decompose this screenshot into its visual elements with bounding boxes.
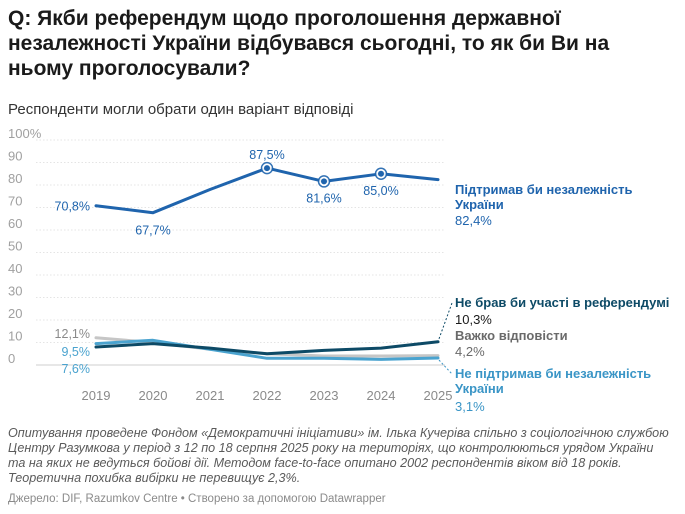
label-connector	[438, 302, 453, 339]
y-tick-label: 70	[8, 194, 22, 209]
chart-subtitle: Респонденти могли обрати один варіант ві…	[8, 101, 354, 118]
x-tick-label: 2022	[253, 388, 282, 403]
x-tick-label: 2024	[367, 388, 396, 403]
series-lines	[94, 161, 440, 361]
series-name-label: України	[455, 197, 504, 212]
gridlines: 0 10 20 30 40 50 60 70 80 90 100% 2019 2020 2021 2022 2…	[8, 126, 452, 403]
series-name-label: України	[455, 381, 504, 396]
x-tick-label: 2021	[196, 388, 225, 403]
series-name-label: Не брав би участі в референдумі	[455, 295, 669, 310]
end-value-label: 4,2%	[455, 344, 485, 359]
data-label: 12,1%	[55, 327, 90, 341]
series-name-label: Важко відповісти	[455, 328, 568, 343]
data-label: 85,0%	[363, 184, 398, 198]
data-label: 81,6%	[306, 191, 341, 205]
y-tick-label: 20	[8, 306, 22, 321]
y-tick-label: 10	[8, 329, 22, 344]
x-tick-label: 2025	[424, 388, 453, 403]
data-labels: 70,8% 67,7% 87,5% 81,6% 85,0% 12,1% 9,5% 7,6% Пі…	[55, 148, 670, 414]
y-tick-label: 90	[8, 149, 22, 164]
end-value-label: 82,4%	[455, 213, 492, 228]
series-name-label: Не підтримав би незалежність	[455, 366, 651, 381]
data-point	[264, 165, 270, 172]
x-tick-label: 2020	[139, 388, 168, 403]
y-tick-label: 80	[8, 171, 22, 186]
series-line-against	[94, 338, 440, 361]
y-tick-label: 40	[8, 261, 22, 276]
y-tick-label: 30	[8, 284, 22, 299]
label-connector	[438, 359, 453, 375]
end-value-label: 10,3%	[455, 312, 492, 327]
methodology-note: Опитування проведене Фондом «Демократичн…	[8, 426, 669, 485]
y-tick-label: 100%	[8, 126, 42, 141]
series-name-label: Підтримав би незалежність	[455, 182, 632, 197]
data-label: 9,5%	[62, 345, 91, 359]
data-label: 7,6%	[62, 362, 91, 376]
chart-title: Q: Якби референдум щодо проголошення дер…	[8, 7, 610, 80]
series-line-no_vote	[94, 340, 440, 356]
x-tick-label: 2019	[82, 388, 111, 403]
data-point	[321, 178, 327, 185]
line-chart: 0 10 20 30 40 50 60 70 80 90 100% 2019 2020 2021 2022 2…	[8, 126, 670, 414]
data-label: 70,8%	[55, 200, 90, 214]
end-value-label: 3,1%	[455, 399, 485, 414]
source-credit: Джерело: DIF, Razumkov Centre • Створено…	[8, 493, 386, 505]
data-label: 67,7%	[135, 224, 170, 238]
y-tick-label: 0	[8, 351, 15, 366]
y-tick-label: 50	[8, 239, 22, 254]
x-tick-label: 2023	[310, 388, 339, 403]
y-tick-label: 60	[8, 216, 22, 231]
data-point	[378, 170, 384, 177]
data-label: 87,5%	[249, 148, 284, 162]
